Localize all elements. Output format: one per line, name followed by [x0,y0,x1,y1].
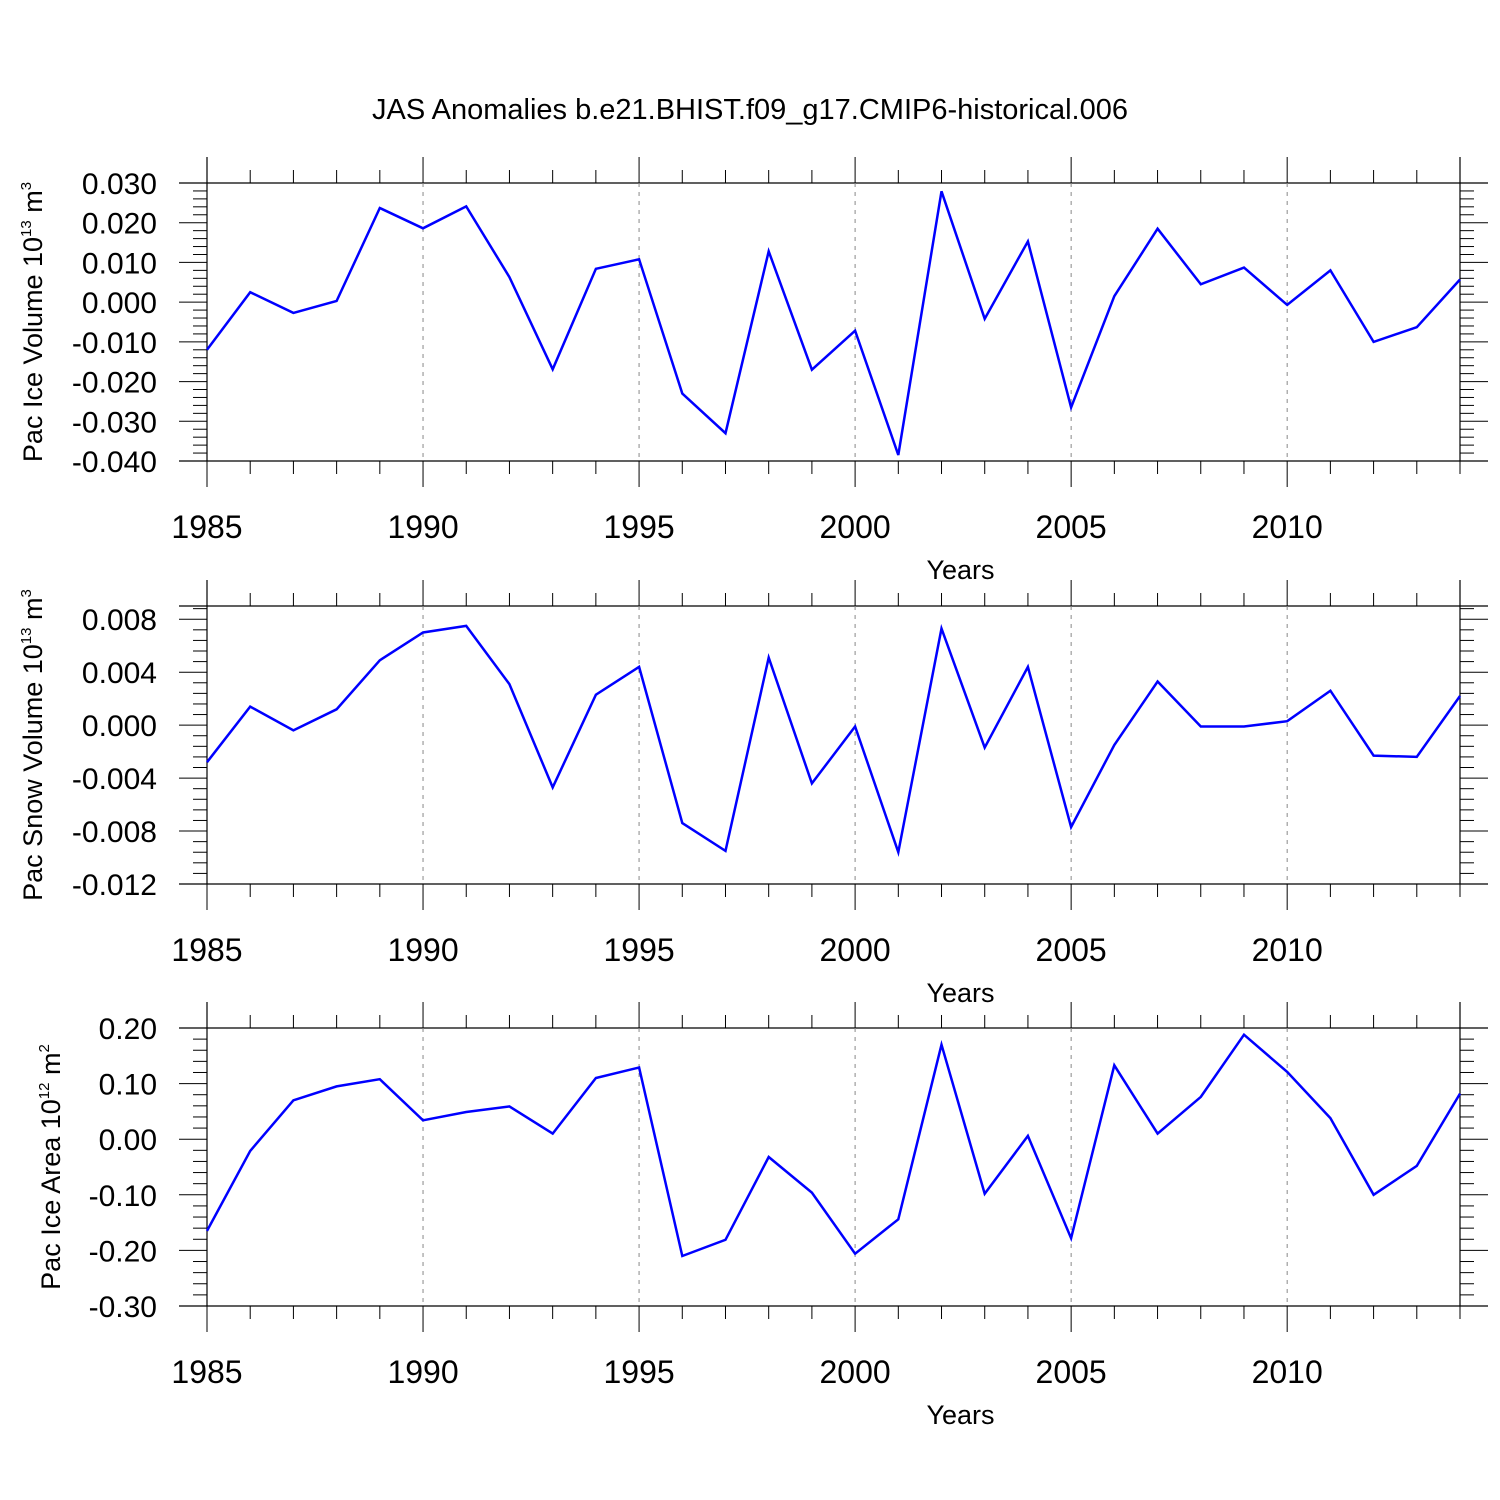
y-tick-label: -0.040 [72,446,157,479]
chart-panel-2: 1985 1990 1995 2000 2005 2010 0.008 0.004 0.000 -… [18,580,1488,1008]
x-tick-label: 2000 [820,932,891,968]
y-tick-label: -0.004 [72,763,157,796]
y-tick-label: 0.004 [82,657,157,690]
y-axis-label-superscript: 3 [18,182,35,190]
y-tick-label: 0.000 [82,287,157,320]
y-axis-label-part: Pac Ice Volume 10 [18,237,48,462]
y-axis-label-superscript: 12 [36,1083,53,1100]
panels: 1985 1990 1995 2000 2005 2010 0.030 0.020 0.010 0… [18,157,1488,1430]
x-tick-label: 1985 [171,1354,242,1390]
y-axis-label-superscript: 13 [18,627,35,644]
y-tick-label: -0.30 [89,1291,157,1324]
x-tick-label: 1990 [387,932,458,968]
x-tick-label: 1990 [387,509,458,545]
y-tick-label: 0.020 [82,208,157,241]
chart-panel-3: 1985 1990 1995 2000 2005 2010 0.20 0.10 0.00 -0.1… [36,1002,1488,1430]
x-axis-label: Years [926,555,994,585]
y-tick-label: 0.00 [99,1124,157,1157]
x-axis-label: Years [926,1400,994,1430]
y-axis-label-part: m [18,190,48,220]
x-tick-label: 2005 [1036,1354,1107,1390]
x-tick-label: 2005 [1036,932,1107,968]
y-axis-label-part: m [18,597,48,627]
main-title: JAS Anomalies b.e21.BHIST.f09_g17.CMIP6-… [372,94,1128,126]
x-tick-label: 1990 [387,1354,458,1390]
y-tick-label: -0.10 [89,1180,157,1213]
x-tick-label: 1985 [171,932,242,968]
y-axis-label-part: m [36,1053,66,1083]
y-tick-label: -0.020 [72,367,157,400]
series-line [206,623,1462,858]
x-tick-label: 1995 [603,1354,674,1390]
y-axis-label-part: Pac Ice Area 10 [36,1099,66,1290]
x-tick-label: 2000 [820,1354,891,1390]
x-tick-label: 1995 [603,932,674,968]
y-tick-label: 0.008 [82,604,157,637]
x-tick-label: 2010 [1252,932,1323,968]
y-tick-label: 0.030 [82,168,157,201]
chart-panel-1: 1985 1990 1995 2000 2005 2010 0.030 0.020 0.010 0… [18,157,1488,585]
series-line [206,190,1461,456]
y-axis-label-part: Pac Snow Volume 10 [18,644,48,901]
y-tick-label: -0.030 [72,406,157,439]
x-tick-label: 2000 [820,509,891,545]
y-tick-label: -0.20 [89,1235,157,1268]
x-tick-label: 2005 [1036,509,1107,545]
y-tick-label: -0.010 [72,327,157,360]
y-tick-label: 0.20 [99,1013,157,1046]
y-axis-label: Pac Ice Volume 1013 m3 [18,182,48,462]
x-tick-label: 1995 [603,509,674,545]
x-tick-label: 2010 [1252,1354,1323,1390]
y-axis-label: Pac Ice Area 1012 m2 [36,1044,66,1290]
y-axis-label: Pac Snow Volume 1013 m3 [18,589,48,901]
y-tick-label: 0.10 [99,1069,157,1102]
y-axis-label-superscript: 13 [18,220,35,237]
y-axis-label-superscript: 3 [18,589,35,597]
y-tick-label: -0.008 [72,816,157,849]
y-tick-label: 0.000 [82,710,157,743]
series-line [205,1032,1462,1258]
y-tick-label: 0.010 [82,247,157,280]
x-tick-label: 2010 [1252,509,1323,545]
y-axis-label-superscript: 2 [36,1044,53,1052]
x-tick-label: 1985 [171,509,242,545]
x-axis-label: Years [926,978,994,1008]
y-tick-label: -0.012 [72,869,157,902]
